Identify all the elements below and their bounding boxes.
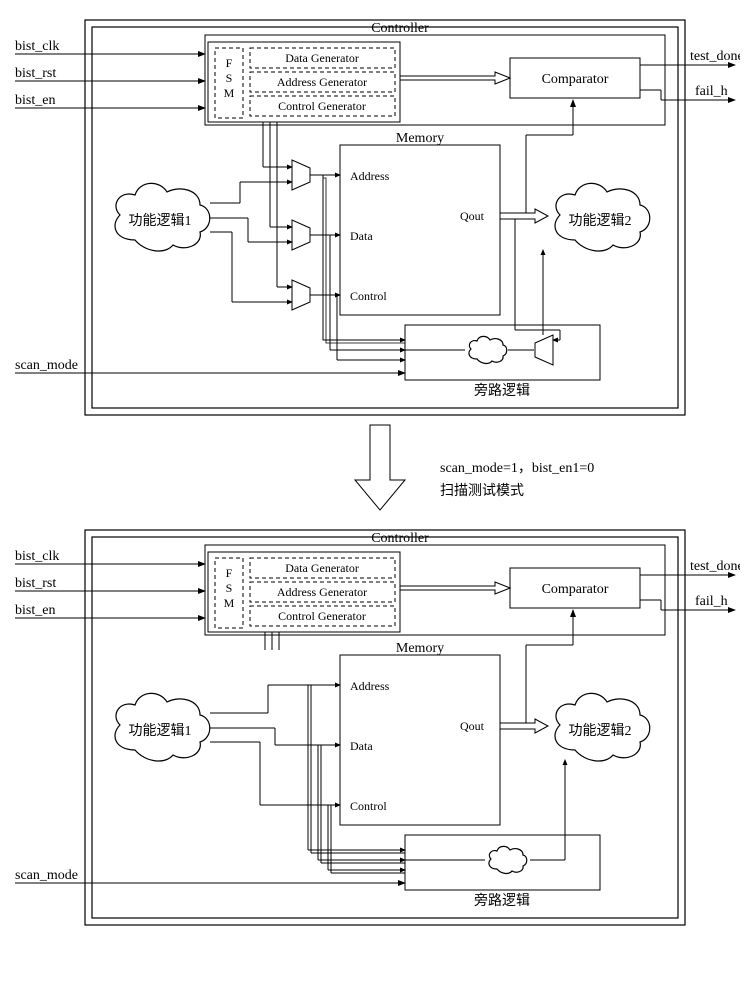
top-block — [15, 20, 740, 415]
transition-arrow: scan_mode=1，bist_en1=0 扫描测试模式 — [355, 425, 594, 510]
transition-mode-text: scan_mode=1，bist_en1=0 — [440, 461, 594, 476]
diagram-canvas: Controller F S M Data Generator Address … — [10, 10, 740, 985]
bottom-block — [15, 530, 740, 925]
transition-mode-text2: 扫描测试模式 — [440, 483, 524, 499]
